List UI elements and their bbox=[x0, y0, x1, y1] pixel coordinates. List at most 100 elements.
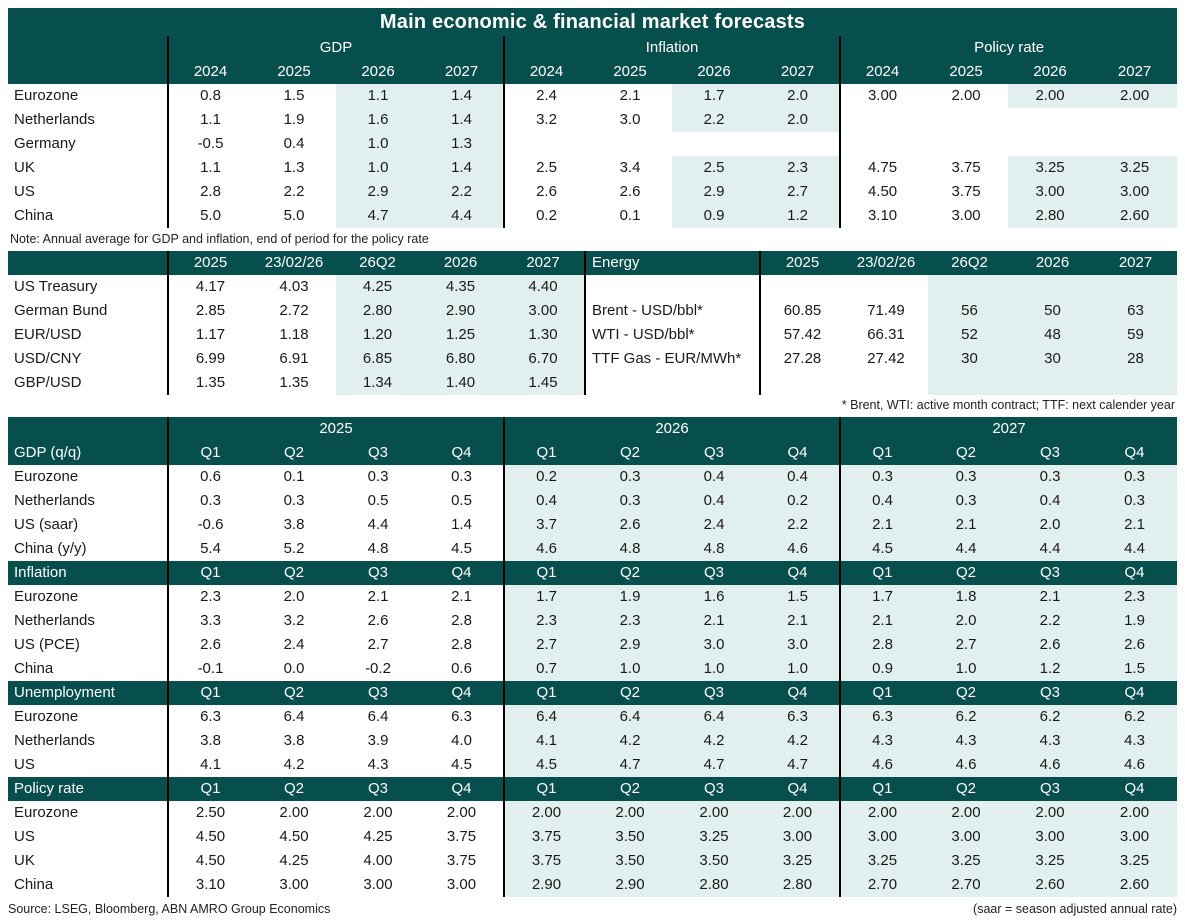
value-cell: 0.3 bbox=[588, 489, 672, 513]
quarter-header: Q3 bbox=[672, 561, 756, 585]
value-cell: 0.5 bbox=[451, 492, 472, 509]
value-cell: 3.25 bbox=[1092, 849, 1177, 873]
quarter-header: Q1 bbox=[503, 561, 588, 585]
value-cell: 3.50 bbox=[588, 849, 672, 873]
row-label: EUR/USD bbox=[14, 326, 82, 343]
value-cell: 2.90 bbox=[419, 299, 502, 323]
value-cell: 6.4 bbox=[503, 705, 588, 729]
value-cell: 0.1 bbox=[619, 207, 641, 224]
value-cell: 2.1 bbox=[672, 609, 756, 633]
value-cell: 2.00 bbox=[446, 804, 477, 821]
value-cell: 4.8 bbox=[588, 537, 672, 561]
value-cell: 1.45 bbox=[502, 371, 585, 395]
value-cell bbox=[839, 108, 925, 132]
value-cell: 4.4 bbox=[924, 537, 1008, 561]
value-cell: 1.8 bbox=[924, 585, 1008, 609]
quarter-header: Q3 bbox=[672, 777, 756, 801]
value-cell bbox=[924, 132, 1008, 156]
value-cell: 0.7 bbox=[503, 657, 588, 681]
quarter-header: Q2 bbox=[252, 681, 336, 705]
value-cell bbox=[588, 132, 672, 156]
value-cell: 4.4 bbox=[420, 204, 505, 228]
value-cell: 4.3 bbox=[1008, 729, 1092, 753]
value-cell: 0.1 bbox=[283, 468, 305, 485]
value-cell: 4.7 bbox=[756, 753, 840, 777]
row-label: Eurozone bbox=[14, 87, 79, 104]
value-cell: -0.5 bbox=[167, 132, 252, 156]
row-label: Eurozone bbox=[14, 588, 79, 605]
cell bbox=[8, 251, 168, 275]
value-cell: 2.1 bbox=[1008, 585, 1092, 609]
value-cell: 3.00 bbox=[839, 84, 925, 108]
value-cell: 4.2 bbox=[672, 729, 756, 753]
quarter-header: Q3 bbox=[1008, 681, 1092, 705]
value-cell: 1.5 bbox=[1092, 657, 1177, 681]
quarter-header: Q4 bbox=[756, 561, 840, 585]
value-cell: 3.75 bbox=[446, 852, 477, 869]
value-cell: 4.25 bbox=[363, 828, 393, 845]
value-cell: 1.6 bbox=[672, 585, 756, 609]
column-header: 26Q2 bbox=[336, 251, 419, 275]
value-cell: 2.4 bbox=[503, 84, 589, 108]
value-cell: 6.80 bbox=[419, 347, 502, 371]
value-cell: 3.0 bbox=[619, 111, 641, 128]
value-cell bbox=[839, 132, 925, 156]
value-cell: 2.6 bbox=[503, 180, 589, 204]
value-cell: 3.00 bbox=[1008, 825, 1092, 849]
value-cell: 2.4 bbox=[283, 636, 305, 653]
value-cell: 4.4 bbox=[367, 516, 389, 533]
value-cell: 27.28 bbox=[759, 347, 844, 371]
value-cell: 1.1 bbox=[167, 156, 252, 180]
value-cell: 4.50 bbox=[167, 849, 252, 873]
quarter-header: Q2 bbox=[924, 681, 1008, 705]
quarter-header: Q4 bbox=[1092, 561, 1177, 585]
value-cell: 2.1 bbox=[619, 87, 641, 104]
value-cell: 1.17 bbox=[167, 323, 252, 347]
value-cell: 2.90 bbox=[588, 873, 672, 897]
value-cell: 30 bbox=[928, 347, 1011, 371]
quarter-header: Q3 bbox=[1008, 777, 1092, 801]
value-cell: 2.3 bbox=[588, 609, 672, 633]
value-cell: 2.90 bbox=[503, 873, 588, 897]
column-header: 2027 bbox=[502, 251, 585, 275]
table-row: Netherlands 3.3 3.2 2.6 2.8 2.3 2.3 2.1 2.1 2.1 2.… bbox=[8, 609, 1177, 633]
value-cell: 2.0 bbox=[1008, 513, 1092, 537]
value-cell: 1.0 bbox=[756, 657, 840, 681]
value-cell: 4.6 bbox=[839, 753, 924, 777]
value-cell: 3.0 bbox=[672, 633, 756, 657]
value-cell: 0.9 bbox=[839, 657, 924, 681]
row-label: Netherlands bbox=[14, 612, 95, 629]
value-cell bbox=[1011, 275, 1094, 299]
quarter-header: Q3 bbox=[336, 681, 420, 705]
table-row: China 5.0 5.0 4.7 4.4 0.2 0.1 0.9 1.2 3.10 3.00 2.8… bbox=[8, 204, 1178, 228]
quarter-header: Q2 bbox=[588, 777, 672, 801]
value-cell: 2.7 bbox=[756, 180, 841, 204]
value-cell: 2.7 bbox=[367, 636, 389, 653]
value-cell bbox=[928, 275, 1011, 299]
quarter-header: Q2 bbox=[252, 441, 336, 465]
value-cell: 1.4 bbox=[420, 108, 505, 132]
value-cell: 4.50 bbox=[167, 825, 252, 849]
value-cell bbox=[844, 275, 928, 299]
value-cell: 4.0 bbox=[451, 732, 472, 749]
value-cell: 4.1 bbox=[167, 753, 252, 777]
value-cell bbox=[672, 132, 756, 156]
table-row: US (saar) -0.6 3.8 4.4 1.4 3.7 2.6 2.4 2.2 2.1 2.1… bbox=[8, 513, 1177, 537]
value-cell: 3.25 bbox=[672, 825, 756, 849]
value-cell: 2.1 bbox=[451, 588, 472, 605]
value-cell: 1.2 bbox=[756, 204, 841, 228]
value-cell: 2.70 bbox=[839, 873, 924, 897]
value-cell: 2.80 bbox=[756, 873, 840, 897]
value-cell: 2.72 bbox=[279, 302, 309, 319]
quarter-header: Q3 bbox=[1008, 441, 1092, 465]
value-cell: 3.00 bbox=[502, 299, 585, 323]
row-label: China (y/y) bbox=[14, 540, 87, 557]
table-row: German Bund 2.85 2.72 2.80 2.90 3.00 Brent - U… bbox=[8, 299, 1177, 323]
table-row: USD/CNY 6.99 6.91 6.85 6.80 6.70 TTF Gas - EUR… bbox=[8, 347, 1177, 371]
quarter-header: Q3 bbox=[336, 441, 420, 465]
value-cell: 56 bbox=[928, 299, 1011, 323]
value-cell: 4.5 bbox=[839, 537, 924, 561]
year-group-header: 2027 bbox=[839, 417, 1177, 441]
value-cell: 57.42 bbox=[759, 323, 844, 347]
value-cell: 2.8 bbox=[451, 612, 472, 629]
